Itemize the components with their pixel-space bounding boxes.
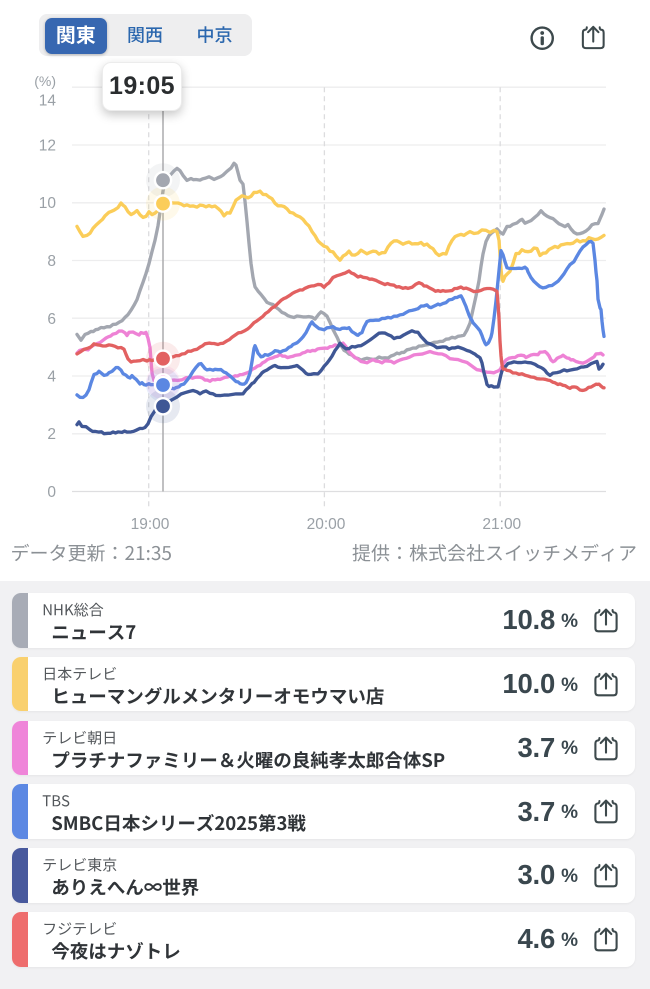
svg-text:12: 12 <box>39 138 56 155</box>
svg-text:20:00: 20:00 <box>307 516 346 533</box>
svg-text:8: 8 <box>47 253 56 270</box>
svg-text:0: 0 <box>47 484 56 501</box>
svg-text:19:00: 19:00 <box>131 516 170 533</box>
svg-text:21:00: 21:00 <box>482 516 521 533</box>
svg-text:4: 4 <box>47 369 56 386</box>
svg-text:10: 10 <box>39 195 57 212</box>
svg-text:2: 2 <box>47 426 56 443</box>
svg-text:14: 14 <box>39 93 57 110</box>
svg-text:(%): (%) <box>34 73 56 89</box>
svg-text:6: 6 <box>47 311 56 328</box>
